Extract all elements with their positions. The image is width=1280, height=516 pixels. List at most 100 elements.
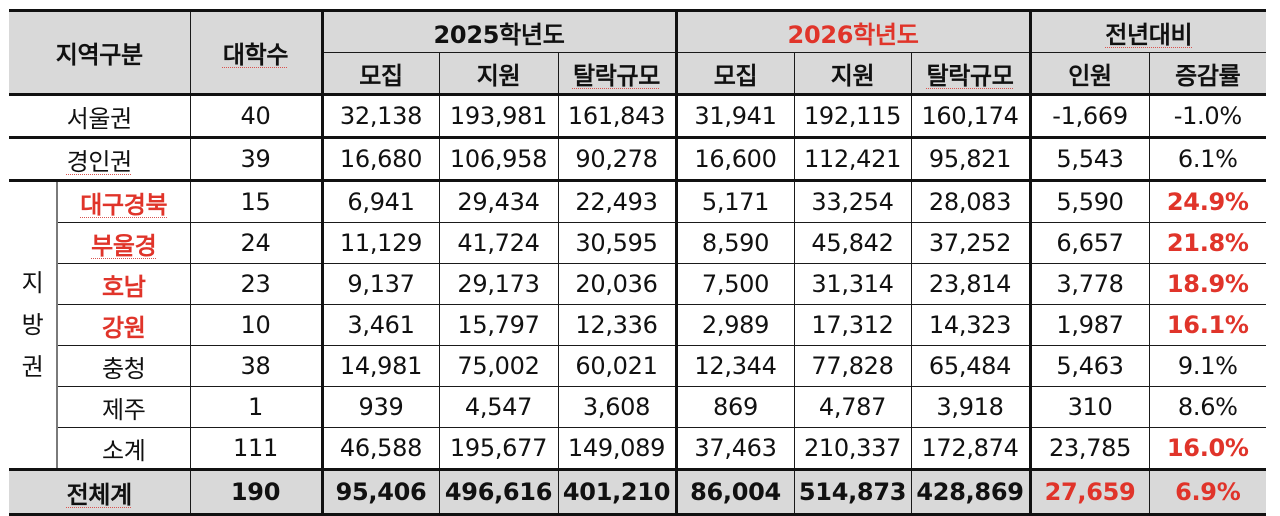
recruit-2025-cell: 14,981 [320,345,440,387]
apply-2026-cell: 33,254 [793,180,912,223]
recruit-2025-cell: 95,406 [320,469,440,516]
univ-cell: 23 [189,263,323,305]
header-yoy: 전년대비 [1028,9,1267,53]
dropout-2026-cell: 428,869 [910,469,1031,516]
recruit-2026-cell: 869 [674,386,795,428]
univ-cell: 190 [189,469,323,516]
table-row: 제주 1 939 4,547 3,608 869 4,787 3,918 310… [9,386,1267,428]
dropout-2025-cell: 22,493 [557,180,677,223]
rate-cell: 21.8% [1148,222,1267,264]
header-apply-2025: 지원 [438,52,559,96]
header-year-2026: 2026학년도 [674,9,1031,53]
rate-cell: 16.0% [1148,427,1267,471]
rate-cell: -1.0% [1148,94,1267,139]
apply-2026-cell: 210,337 [793,427,912,471]
dropout-2025-cell: 3,608 [557,386,677,428]
apply-2025-cell: 106,958 [438,137,559,182]
recruit-2025-cell: 16,680 [320,137,440,182]
dropout-2026-cell: 172,874 [910,427,1031,471]
univ-cell: 10 [189,304,323,346]
apply-2026-cell: 45,842 [793,222,912,264]
diff-cell: 310 [1028,386,1150,428]
table-row: 호남 23 9,137 29,173 20,036 7,500 31,314 2… [9,263,1267,305]
rate-cell: 16.1% [1148,304,1267,346]
diff-cell: 3,778 [1028,263,1150,305]
table-row-total: 전체계 190 95,406 496,616 401,210 86,004 51… [9,469,1267,516]
apply-2025-cell: 496,616 [438,469,559,516]
apply-2026-cell: 17,312 [793,304,912,346]
diff-cell: -1,669 [1028,94,1150,139]
table-row: 서울권 40 32,138 193,981 161,843 31,941 192… [9,94,1267,139]
recruit-2026-cell: 86,004 [674,469,795,516]
group-label-regional: 지 방 권 [9,180,58,471]
region-cell: 서울권 [9,94,191,139]
apply-2025-cell: 29,434 [438,180,559,223]
apply-2026-cell: 77,828 [793,345,912,387]
dropout-2026-cell: 160,174 [910,94,1031,139]
recruit-2026-cell: 5,171 [674,180,795,223]
apply-2025-cell: 75,002 [438,345,559,387]
apply-2025-cell: 41,724 [438,222,559,264]
recruit-2025-cell: 9,137 [320,263,440,305]
table-row: 부울경 24 11,129 41,724 30,595 8,590 45,842… [9,222,1267,264]
recruit-2025-cell: 11,129 [320,222,440,264]
header-dropout-2025: 탈락규모 [557,52,677,96]
diff-cell: 23,785 [1028,427,1150,471]
apply-2026-cell: 4,787 [793,386,912,428]
region-cell: 대구경북 [56,180,191,223]
apply-2026-cell: 31,314 [793,263,912,305]
header-dropout-2026: 탈락규모 [910,52,1031,96]
apply-2025-cell: 195,677 [438,427,559,471]
region-cell: 호남 [56,263,191,305]
apply-2026-cell: 192,115 [793,94,912,139]
dropout-2026-cell: 14,323 [910,304,1031,346]
header-region: 지역구분 [9,9,191,96]
header-year-2025: 2025학년도 [320,9,677,53]
header-recruit-2026: 모집 [674,52,795,96]
recruit-2025-cell: 939 [320,386,440,428]
apply-2025-cell: 29,173 [438,263,559,305]
dropout-2026-cell: 37,252 [910,222,1031,264]
apply-2026-cell: 514,873 [793,469,912,516]
dropout-2026-cell: 28,083 [910,180,1031,223]
recruit-2026-cell: 37,463 [674,427,795,471]
table-row: 강원 10 3,461 15,797 12,336 2,989 17,312 1… [9,304,1267,346]
recruit-2026-cell: 16,600 [674,137,795,182]
table-row: 지 방 권 대구경북 15 6,941 29,434 22,493 5,171 … [9,180,1267,471]
dropout-2025-cell: 401,210 [557,469,677,516]
univ-cell: 1 [189,386,323,428]
apply-2025-cell: 4,547 [438,386,559,428]
univ-cell: 15 [189,180,323,223]
header-rate: 증감률 [1148,52,1267,96]
recruit-2026-cell: 2,989 [674,304,795,346]
table-row: 경인권 39 16,680 106,958 90,278 16,600 112,… [9,137,1267,182]
dropout-2026-cell: 23,814 [910,263,1031,305]
univ-cell: 111 [189,427,323,471]
rate-cell: 6.9% [1148,469,1267,516]
dropout-2025-cell: 12,336 [557,304,677,346]
rate-cell: 6.1% [1148,137,1267,182]
region-cell: 부울경 [56,222,191,264]
recruit-2026-cell: 31,941 [674,94,795,139]
diff-cell: 6,657 [1028,222,1150,264]
univ-cell: 40 [189,94,323,139]
dropout-2026-cell: 65,484 [910,345,1031,387]
dropout-2026-cell: 95,821 [910,137,1031,182]
univ-cell: 38 [189,345,323,387]
dropout-2026-cell: 3,918 [910,386,1031,428]
diff-cell: 5,590 [1028,180,1150,223]
diff-cell: 1,987 [1028,304,1150,346]
header-recruit-2025: 모집 [320,52,440,96]
recruit-2025-cell: 6,941 [320,180,440,223]
recruit-2025-cell: 3,461 [320,304,440,346]
rate-cell: 24.9% [1148,180,1267,223]
table-row: 충청 38 14,981 75,002 60,021 12,344 77,828… [9,345,1267,387]
dropout-2025-cell: 20,036 [557,263,677,305]
diff-cell: 5,543 [1028,137,1150,182]
apply-2025-cell: 193,981 [438,94,559,139]
recruit-2025-cell: 46,588 [320,427,440,471]
rate-cell: 9.1% [1148,345,1267,387]
diff-cell: 27,659 [1028,469,1150,516]
univ-cell: 39 [189,137,323,182]
region-cell: 소계 [56,427,191,471]
